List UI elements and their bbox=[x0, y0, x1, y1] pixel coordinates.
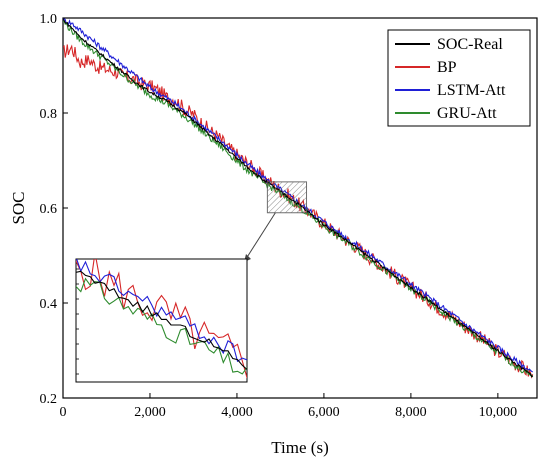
legend: SOC-Real BP LSTM-Att GRU-Att bbox=[387, 29, 531, 127]
axes-layer: 0 2,000 4,000 6,000 8,000 10,000 0.2 0.4 0.6 0.8 1… bbox=[40, 12, 518, 420]
x-tick-label: 2,000 bbox=[134, 405, 166, 420]
x-axis-title: Time (s) bbox=[271, 438, 328, 457]
legend-item-soc-real: SOC-Real bbox=[395, 36, 503, 53]
legend-item-gru-att: GRU-Att bbox=[395, 105, 497, 122]
legend-label: GRU-Att bbox=[437, 105, 497, 122]
inset-series-line-soc-real bbox=[76, 270, 247, 371]
zoom-inset bbox=[75, 258, 248, 383]
inset-series-line-gru-att bbox=[76, 277, 247, 375]
legend-label: BP bbox=[437, 59, 457, 76]
x-tick-label: 4,000 bbox=[221, 405, 253, 420]
x-tick-label: 6,000 bbox=[308, 405, 340, 420]
legend-box bbox=[387, 29, 531, 127]
y-tick-label: 1.0 bbox=[40, 12, 58, 27]
inset-series-line-bp bbox=[76, 259, 247, 379]
y-tick-label: 0.4 bbox=[40, 297, 58, 312]
zoom-layer bbox=[75, 181, 308, 383]
x-tick-label: 0 bbox=[60, 405, 67, 420]
x-tick-label: 8,000 bbox=[395, 405, 427, 420]
legend-item-bp: BP bbox=[395, 59, 457, 76]
zoom-inset-frame bbox=[75, 258, 248, 383]
inset-series-line-lstm-att bbox=[76, 259, 247, 363]
y-tick-label: 0.6 bbox=[40, 202, 58, 217]
y-axis-title: SOC bbox=[9, 191, 28, 224]
zoom-arrow bbox=[243, 212, 276, 263]
y-tick-label: 0.8 bbox=[40, 107, 58, 122]
y-tick-label: 0.2 bbox=[40, 392, 58, 407]
legend-label: SOC-Real bbox=[437, 36, 503, 53]
legend-label: LSTM-Att bbox=[437, 82, 506, 99]
x-tick-label: 10,000 bbox=[479, 405, 518, 420]
zoom-region-marker bbox=[266, 181, 308, 214]
legend-item-lstm-att: LSTM-Att bbox=[395, 82, 506, 99]
